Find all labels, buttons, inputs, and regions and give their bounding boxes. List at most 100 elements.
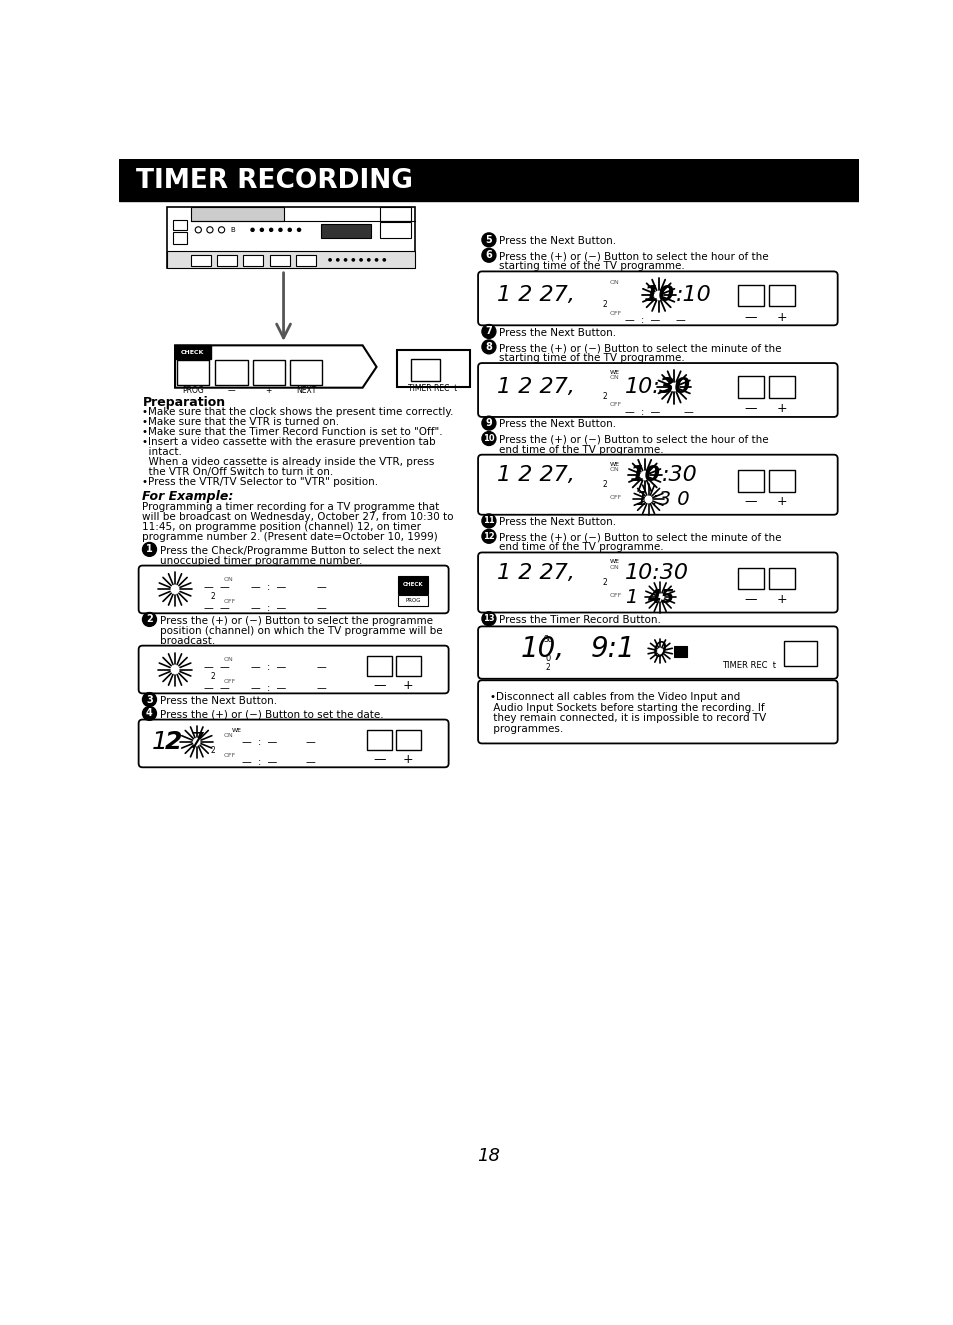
FancyBboxPatch shape [477,272,837,326]
Text: PROG: PROG [182,386,204,395]
Bar [395,730,420,750]
Text: end time of the TV programme.: end time of the TV programme. [498,445,663,454]
Text: WE: WE [232,727,241,733]
Text: —: — [744,594,757,607]
Text: 4: 4 [146,709,152,718]
FancyBboxPatch shape [477,680,837,743]
Text: Press the (+) or (−) Button to select the hour of the: Press the (+) or (−) Button to select th… [498,435,768,445]
Text: +: + [265,386,272,395]
Circle shape [288,228,291,232]
Text: starting time of the TV programme.: starting time of the TV programme. [498,352,684,363]
Text: intact.: intact. [142,447,182,457]
Bar [320,224,371,237]
Text: 2: 2 [146,615,152,624]
Text: —  —: — — [204,661,230,672]
FancyBboxPatch shape [138,645,448,693]
Text: unoccupied timer programme number.: unoccupied timer programme number. [159,555,361,566]
Text: —  :  —: — : — [251,603,286,613]
Text: TIMER REC  t: TIMER REC t [721,661,776,670]
Text: —: — [316,684,326,693]
Text: —  —: — — [204,684,230,693]
Text: 18: 18 [476,1147,500,1165]
Bar [380,223,411,237]
Circle shape [367,258,370,261]
Text: 7: 7 [190,731,204,751]
Text: 8: 8 [485,342,492,352]
Text: Preparation: Preparation [142,396,226,409]
Text: B: B [231,227,235,233]
Text: CHECK: CHECK [402,582,423,587]
Text: —  :  —: — : — [624,315,659,326]
Text: —: — [675,315,685,326]
Text: 6: 6 [485,250,492,260]
Circle shape [329,258,331,261]
Text: 11:45, on programme position (channel) 12, on timer: 11:45, on programme position (channel) 1… [142,522,421,531]
Bar [119,159,858,201]
Text: Press the Next Button.: Press the Next Button. [498,419,616,429]
Circle shape [481,432,496,445]
Text: 13: 13 [482,615,495,623]
Text: 1 2 27,: 1 2 27, [497,563,575,583]
Text: 2: 2 [601,392,606,400]
FancyBboxPatch shape [477,627,837,678]
Text: Press the (+) or (−) Button to set the date.: Press the (+) or (−) Button to set the d… [159,710,383,719]
Bar [290,360,322,384]
Text: 30: 30 [658,376,689,398]
Text: 2: 2 [165,730,182,754]
Text: +: + [776,496,786,509]
Bar [174,346,211,359]
Text: +: + [776,403,786,415]
Text: —: — [744,403,757,415]
Circle shape [481,416,496,431]
Text: 2: 2 [601,299,606,309]
Text: programmes.: programmes. [489,725,562,734]
Text: Press the (+) or (−) Button to select the hour of the: Press the (+) or (−) Button to select th… [498,252,768,261]
Text: ON: ON [609,564,618,570]
Text: 3: 3 [146,694,152,705]
Bar [768,376,794,398]
Text: ON: ON [224,734,233,738]
Text: —  :  —: — : — [251,661,286,672]
Circle shape [270,228,273,232]
Circle shape [481,233,496,246]
Circle shape [481,514,496,527]
Text: position (channel) on which the TV programme will be: position (channel) on which the TV progr… [159,625,441,636]
Text: 10:: 10: [624,376,660,398]
Text: —: — [316,582,326,592]
Text: OFF: OFF [224,599,236,604]
Circle shape [383,258,385,261]
Text: Press the Next Button.: Press the Next Button. [159,696,276,706]
FancyBboxPatch shape [396,350,470,387]
Text: 1 2 27,: 1 2 27, [497,465,575,485]
Circle shape [260,228,263,232]
Bar [737,376,763,398]
Text: Programming a timer recording for a TV programme that: Programming a timer recording for a TV p… [142,502,439,511]
Circle shape [352,258,355,261]
Bar [295,256,315,266]
Text: OFF: OFF [609,496,621,501]
Text: Press the (+) or (−) Button to select the minute of the: Press the (+) or (−) Button to select th… [498,343,781,352]
Text: Press the Timer Record Button.: Press the Timer Record Button. [498,615,660,625]
Bar [253,360,285,384]
FancyBboxPatch shape [477,363,837,417]
Text: :10: :10 [675,285,711,305]
Text: they remain connected, it is impossible to record TV: they remain connected, it is impossible … [489,713,765,723]
Text: +: + [402,753,414,766]
Text: the VTR On/Off Switch to turn it on.: the VTR On/Off Switch to turn it on. [142,466,334,477]
Text: WE: WE [609,461,619,466]
Text: —: — [305,737,314,747]
Text: 10: 10 [629,465,659,485]
Text: WE: WE [609,559,619,564]
Text: 11: 11 [482,517,495,526]
Circle shape [142,693,156,706]
Text: 10: 10 [482,435,495,443]
Text: OFF: OFF [609,310,621,315]
Circle shape [481,248,496,262]
Bar [397,595,427,606]
Text: Press the Next Button.: Press the Next Button. [498,517,616,527]
Circle shape [336,258,338,261]
Text: ON: ON [224,578,233,582]
Bar [395,656,420,676]
Bar [173,220,187,229]
Text: 2: 2 [211,672,215,681]
